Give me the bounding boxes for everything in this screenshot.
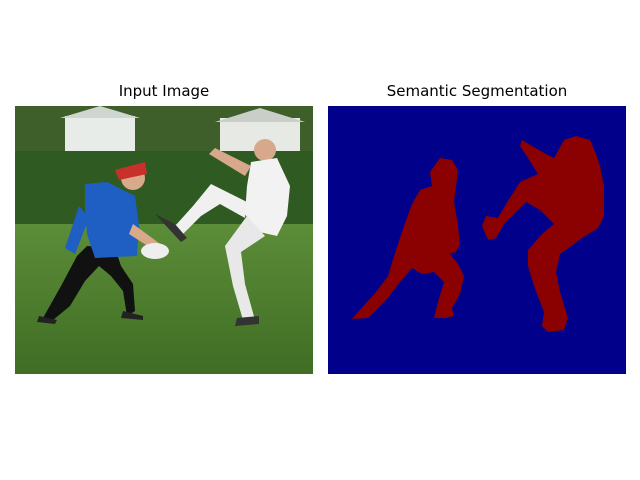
house-left [65,116,135,154]
mask-person-right [482,136,604,332]
mask-person-left [352,158,464,319]
input-image [15,106,313,374]
frisbee [141,243,169,259]
player-white [155,139,290,326]
segmentation-mask [328,106,626,374]
segmentation-svg [328,106,626,374]
input-photo-svg [15,106,313,374]
segmentation-title: Semantic Segmentation [386,82,568,100]
input-image-title: Input Image [118,82,210,100]
player-blue [37,162,169,324]
house-right-roof [215,108,305,122]
house-left-roof [60,106,140,118]
